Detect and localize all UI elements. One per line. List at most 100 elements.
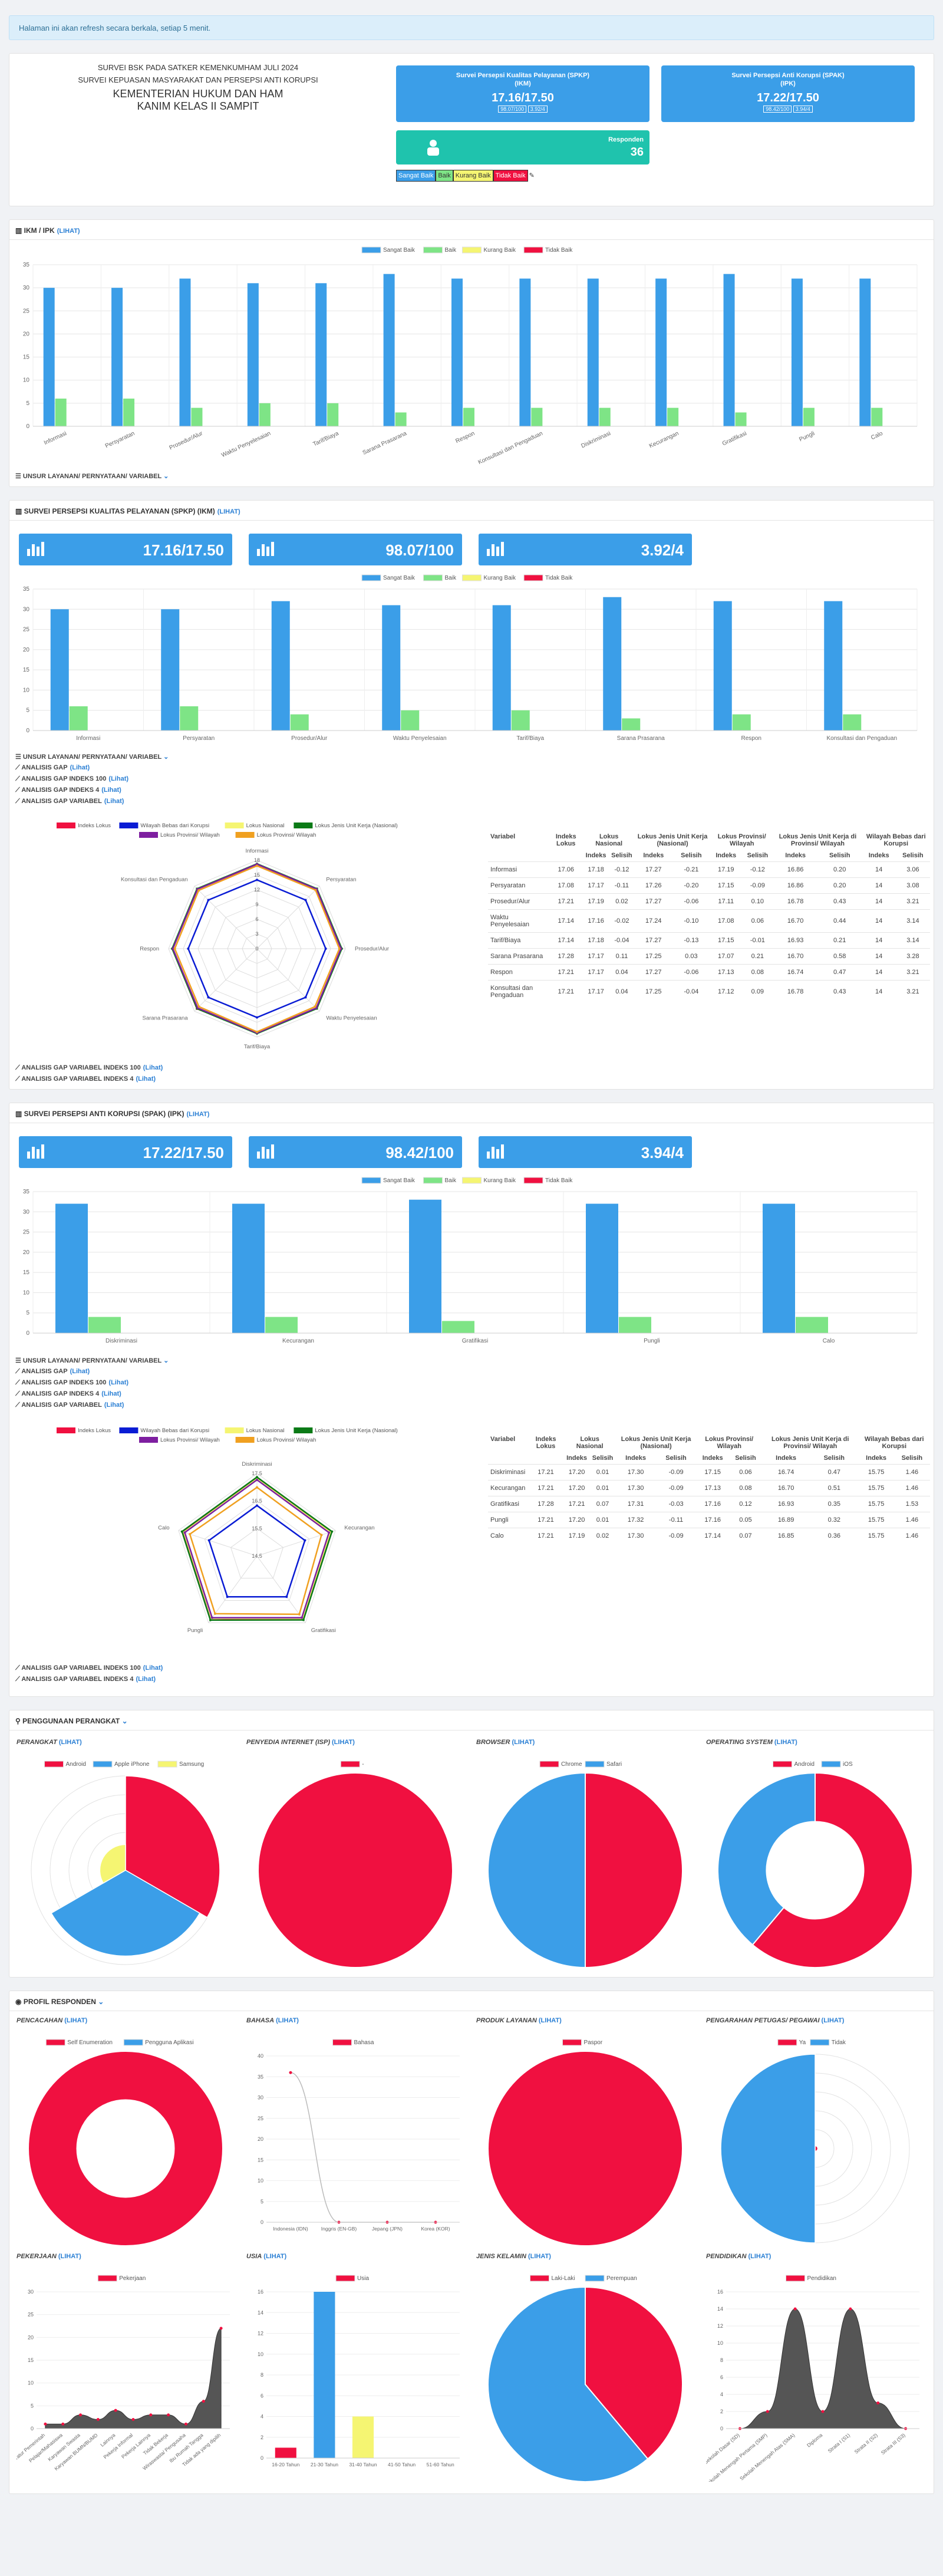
y-tick-label: 8 [720,2357,723,2363]
legend-label: - [362,1761,364,1768]
legend-label: Self Enumeration [67,2039,113,2046]
radar-tick-label: 9 [255,902,258,907]
view-link[interactable]: (Lihat) [538,2017,562,2024]
spkp-link-label: ANALISIS GAP VARIABEL INDEKS 100 [21,1064,141,1071]
table-cell: 1.46 [893,1528,930,1544]
spak-gap100-link[interactable]: ⟋ ANALISIS GAP INDEKS 100 (Lihat) [15,1379,169,1387]
spkp-gapvar4-link[interactable]: ⟋ ANALISIS GAP VARIABEL INDEKS 4 (Lihat) [15,1075,163,1083]
spak-gapvar-link[interactable]: ⟋ ANALISIS GAP VARIABEL (Lihat) [15,1401,169,1409]
legend-swatch [57,823,75,828]
spak-link-label: ANALISIS GAP INDEKS 100 [21,1379,107,1386]
spkp-gapvar-link[interactable]: ⟋ ANALISIS GAP VARIABEL (Lihat) [15,798,169,805]
view-link[interactable]: (Lihat) [332,1739,355,1746]
view-link[interactable]: (Lihat) [70,764,90,771]
x-tick-label: Informasi [43,430,68,446]
chart-bahasa: Bahasa 0 5 10 15 20 25 30 35 40 Indonesia (IDN) Ing… [258,2039,460,2232]
table-cell: 17.19 [563,1528,590,1544]
table-cell: -0.09 [655,1528,697,1544]
view-link[interactable]: (Lihat) [263,2253,287,2260]
radar-tick-label: 15.5 [252,1525,262,1531]
column-header: Lokus Jenis Unit Kerja (Nasional) [621,1436,691,1450]
view-link[interactable]: (Lihat) [108,1379,129,1386]
spkp-link[interactable]: (Lihat) [217,508,240,515]
view-link[interactable]: (Lihat) [104,1401,124,1409]
x-tick-label: Sarana Prasarana [617,735,665,742]
spak-score-1: 17.22/17.50 [143,1144,224,1162]
legend-label: Lokus Provinsi/ Wilayah [160,1437,220,1443]
view-link[interactable]: (Lihat) [70,1368,90,1375]
spkp-gap-link[interactable]: ⟋ ANALISIS GAP (Lihat) [15,764,169,772]
view-link[interactable]: (Lihat) [143,1064,163,1071]
view-link[interactable]: (Lihat) [136,1676,156,1683]
table-cell: 3.14 [895,909,930,933]
spkp-unsur-link[interactable]: ☰ UNSUR LAYANAN/ PERNYATAAN/ VARIABEL ⌄ [15,753,169,761]
view-link[interactable]: (Lihat) [527,2253,551,2260]
spak-gap4-link[interactable]: ⟋ ANALISIS GAP INDEKS 4 (Lihat) [15,1390,169,1398]
ikm-ipk-link[interactable]: (Lihat) [57,228,80,235]
legend-label: Tidak Baik [545,1177,573,1184]
view-link[interactable]: (Lihat) [58,1739,82,1746]
column-header: Indeks Lokus [535,1436,556,1450]
responden-card[interactable]: Responden 36 [396,130,649,165]
polar-slice-android [125,1775,220,1919]
legend-swatch [335,2275,355,2282]
table-cell: -0.02 [608,909,635,933]
page-container: Halaman ini akan refresh secara berkala,… [9,15,934,2494]
spak-unsur-link[interactable]: ☰ UNSUR LAYANAN/ PERNYATAAN/ VARIABEL ⌄ [15,1357,169,1364]
ikm-unsur-link[interactable]: ☰ UNSUR LAYANAN/ PERNYATAAN/ VARIABEL ⌄ [15,472,169,480]
ikm-ipk-header: ▥ IKM / IPK (Lihat) [9,220,934,240]
view-link[interactable]: (Lihat) [58,2253,81,2260]
legend-label: Kurang Baik [484,247,516,254]
table-cell: 17.14 [549,909,583,933]
table-cell: 17.21 [527,1464,564,1481]
table-cell: -0.09 [655,1464,697,1481]
legend-swatch [340,1761,360,1768]
view-link[interactable]: (Lihat) [143,1664,163,1672]
spkp-gap4-link[interactable]: ⟋ ANALISIS GAP INDEKS 4 (Lihat) [15,787,169,794]
view-link[interactable]: (Lihat) [512,1739,535,1746]
legend-kurang-baik: Kurang Baik [453,170,493,182]
spak-card-subtitle: (IPK) [780,80,796,87]
legend-swatch [462,246,482,254]
radar-point [314,889,317,891]
legend-label: Indeks Lokus [78,823,111,829]
table-cell: 0.51 [810,1480,859,1496]
spkp-gap100-link[interactable]: ⟋ ANALISIS GAP INDEKS 100 (Lihat) [15,775,169,783]
view-link[interactable]: (Lihat) [748,2253,771,2260]
table-cell: 0.09 [741,980,774,1003]
y-tick-label: 10 [23,687,30,693]
radar-point [256,1016,258,1019]
view-link[interactable]: (Lihat) [774,1739,797,1746]
spak-link-label: ANALISIS GAP VARIABEL INDEKS 4 [21,1676,134,1683]
bar-baik [259,403,271,426]
spkp-gapvar100-link[interactable]: ⟋ ANALISIS GAP VARIABEL INDEKS 100 (Lihat… [15,1064,163,1072]
chart-os: Android iOS [717,1761,913,1968]
view-link[interactable]: (Lihat) [64,2017,88,2024]
spak-gap-link[interactable]: ⟋ ANALISIS GAP (Lihat) [15,1368,169,1376]
bar-baik [803,407,815,426]
x-tick-label: Calo [870,430,884,442]
spak-gapvar100-link[interactable]: ⟋ ANALISIS GAP VARIABEL INDEKS 100 (Lihat… [15,1664,163,1672]
legend-swatch [93,1761,113,1768]
x-tick-label: Informasi [76,735,100,742]
column-subheader: Indeks [868,852,889,859]
legend-label: Paspor [584,2039,603,2046]
view-link[interactable]: (Lihat) [108,775,129,782]
view-link[interactable]: (Lihat) [136,1075,156,1083]
legend-help-icon[interactable]: ✎ [529,172,535,179]
bar-sangat-baik [55,1203,88,1333]
spak-link[interactable]: (Lihat) [186,1111,210,1118]
view-link[interactable]: (Lihat) [821,2017,845,2024]
bar-sangat-baik [586,1203,618,1333]
spak-gapvar4-link[interactable]: ⟋ ANALISIS GAP VARIABEL INDEKS 4 (Lihat) [15,1676,163,1683]
spkp-summary-card[interactable]: Survei Persepsi Kualitas Pelayanan (SPKP… [396,65,649,122]
spak-summary-card[interactable]: Survei Persepsi Anti Korupsi (SPAK) (IPK… [661,65,915,122]
legend-label: Chrome [561,1761,582,1768]
polar-slice-samsung [99,1844,126,1884]
table-cell: -0.09 [741,877,774,894]
view-link[interactable]: (Lihat) [101,787,121,794]
radar-point [256,863,258,866]
view-link[interactable]: (Lihat) [276,2017,299,2024]
view-link[interactable]: (Lihat) [101,1390,121,1397]
view-link[interactable]: (Lihat) [104,798,124,805]
